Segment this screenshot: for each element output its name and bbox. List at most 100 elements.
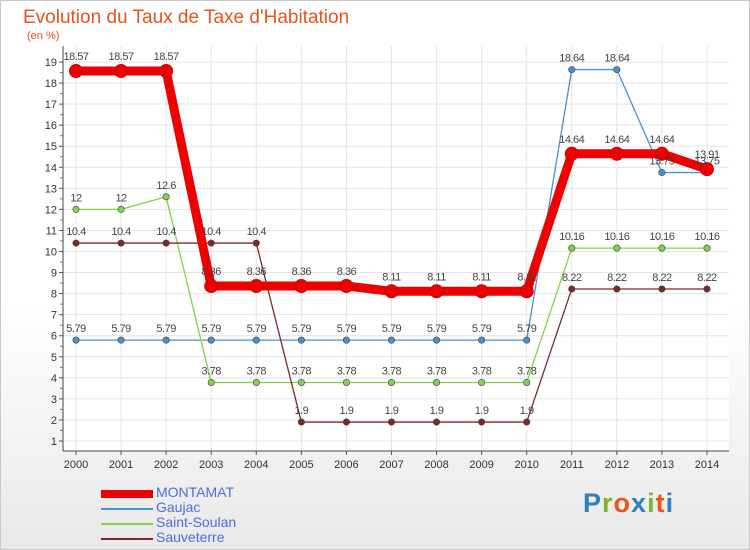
- data-point: [658, 285, 666, 293]
- data-label: 5.79: [201, 323, 221, 335]
- data-label: 5.79: [247, 323, 267, 335]
- data-point: [478, 378, 486, 386]
- data-point: [249, 279, 264, 294]
- x-tick-label: 2005: [289, 459, 313, 471]
- data-point: [387, 336, 395, 344]
- x-tick-label: 2001: [109, 459, 133, 471]
- data-label: 8.22: [607, 272, 627, 284]
- data-label: 3.78: [292, 365, 312, 377]
- logo-letter: r: [602, 488, 614, 518]
- data-label: 3.78: [201, 365, 221, 377]
- logo-letter: x: [631, 488, 648, 518]
- data-label: 10.16: [649, 231, 674, 243]
- logo-letter: o: [613, 488, 632, 518]
- data-point: [568, 244, 576, 252]
- data-point: [519, 284, 534, 299]
- data-point: [342, 418, 350, 426]
- x-tick-label: 2011: [560, 459, 584, 471]
- data-label: 14.64: [604, 134, 629, 146]
- y-tick-label: 13: [45, 183, 57, 195]
- data-label: 13.75: [649, 156, 674, 168]
- data-label: 8.11: [472, 271, 491, 283]
- data-point: [252, 239, 260, 247]
- data-point: [613, 66, 621, 74]
- data-label: 8.36: [292, 266, 312, 278]
- data-point: [342, 336, 350, 344]
- legend-swatch: [101, 508, 153, 510]
- data-point: [162, 336, 170, 344]
- y-tick-label: 12: [45, 204, 57, 216]
- data-point: [654, 146, 669, 161]
- data-label: 5.79: [427, 323, 447, 335]
- y-tick-label: 16: [45, 120, 57, 132]
- data-point: [658, 169, 666, 177]
- data-point: [478, 418, 486, 426]
- data-label: 10.16: [559, 231, 584, 243]
- data-label: 18.57: [63, 51, 88, 63]
- data-label: 3.78: [247, 365, 267, 377]
- x-tick-label: 2012: [605, 459, 629, 471]
- data-point: [564, 146, 579, 161]
- data-point: [523, 378, 531, 386]
- legend-swatch: [101, 523, 153, 525]
- data-label: 8.22: [697, 272, 717, 284]
- y-tick-label: 14: [45, 162, 57, 174]
- proxiti-logo: Proxiti: [583, 488, 674, 519]
- data-label: 12.6: [156, 180, 176, 192]
- data-point: [114, 64, 129, 79]
- logo-letter: t: [655, 488, 666, 518]
- data-label: 8.36: [201, 266, 221, 278]
- data-label: 13.75: [694, 156, 719, 168]
- y-tick-label: 9: [51, 268, 57, 280]
- data-point: [703, 244, 711, 252]
- logo-letter: i: [665, 488, 675, 518]
- data-point: [523, 336, 531, 344]
- y-tick-label: 1: [51, 436, 57, 448]
- legend-swatch: [101, 490, 153, 498]
- y-tick-label: 15: [45, 141, 57, 153]
- y-tick-label: 4: [51, 373, 57, 385]
- data-label: 8.11: [382, 271, 401, 283]
- legend-swatch: [101, 538, 153, 540]
- data-point: [568, 66, 576, 74]
- data-point: [207, 378, 215, 386]
- data-point: [342, 378, 350, 386]
- data-label: 18.57: [154, 51, 179, 63]
- data-label: 3.78: [472, 365, 492, 377]
- data-point: [204, 279, 219, 294]
- data-label: 3.78: [337, 365, 357, 377]
- data-point: [609, 146, 624, 161]
- data-label: 14.64: [559, 134, 584, 146]
- data-label: 12: [115, 192, 127, 204]
- logo-letter: P: [583, 488, 603, 518]
- y-axis-unit-label: (en %): [27, 30, 60, 42]
- data-point: [207, 239, 215, 247]
- y-tick-label: 2: [51, 415, 57, 427]
- y-tick-label: 7: [51, 310, 57, 322]
- y-tick-label: 18: [45, 78, 57, 90]
- data-point: [297, 336, 305, 344]
- data-label: 5.79: [156, 323, 176, 335]
- data-label: 8.11: [427, 271, 446, 283]
- data-point: [523, 418, 531, 426]
- x-tick-label: 2014: [695, 459, 719, 471]
- y-tick-label: 19: [45, 57, 57, 69]
- data-point: [162, 239, 170, 247]
- data-point: [117, 239, 125, 247]
- data-label: 5.79: [292, 323, 312, 335]
- data-point: [297, 418, 305, 426]
- data-point: [703, 285, 711, 293]
- data-point: [384, 284, 399, 299]
- x-tick-label: 2006: [334, 459, 358, 471]
- data-label: 1.9: [385, 405, 399, 417]
- data-label: 5.79: [472, 323, 492, 335]
- chart-title: Evolution du Taux de Taxe d'Habitation: [23, 7, 350, 28]
- data-point: [159, 64, 174, 79]
- data-label: 10.16: [694, 231, 719, 243]
- data-label: 1.9: [430, 405, 444, 417]
- data-point: [72, 336, 80, 344]
- data-label: 5.79: [517, 323, 537, 335]
- data-label: 5.79: [337, 323, 357, 335]
- data-label: 10.4: [156, 226, 176, 238]
